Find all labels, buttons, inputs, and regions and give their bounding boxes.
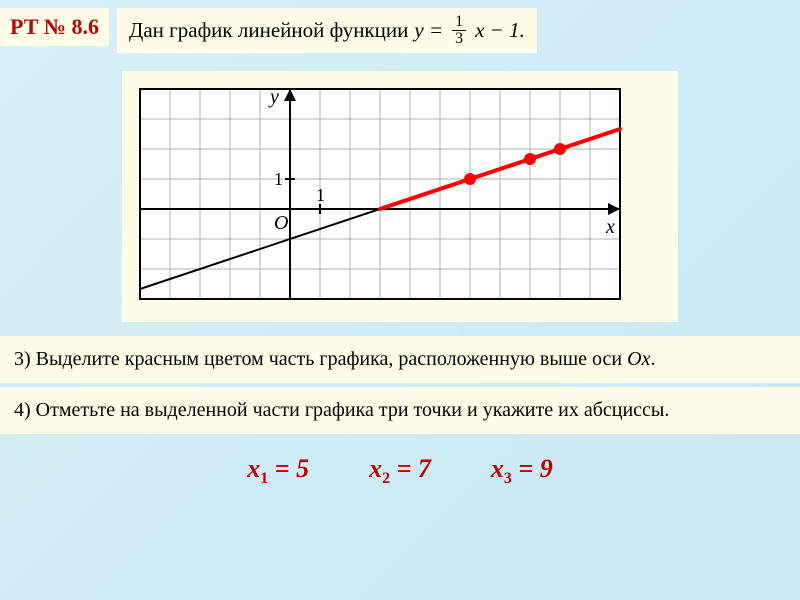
answer-1: x1 = 5: [247, 454, 309, 488]
task-3-axis: Ox: [627, 348, 650, 370]
fraction-numerator: 1: [452, 14, 466, 31]
svg-text:1: 1: [316, 185, 325, 205]
equation-rhs: x − 1.: [475, 18, 525, 43]
svg-text:O: O: [274, 212, 288, 234]
task-3-prefix: 3) Выделите красным цветом часть графика…: [14, 348, 627, 370]
equation-fraction: 1 3: [452, 14, 466, 47]
answer-3-sub: 3: [504, 470, 512, 487]
problem-reference: РТ № 8.6: [0, 8, 109, 46]
svg-text:x: x: [605, 216, 615, 238]
answer-3-val: 9: [540, 454, 553, 483]
fraction-denominator: 3: [452, 31, 466, 47]
answers-row: x1 = 5 x2 = 7 x3 = 9: [0, 454, 800, 488]
answer-2: x2 = 7: [369, 454, 431, 488]
answer-2-var: x: [369, 454, 382, 483]
linear-function-chart: O 1 1 y x: [130, 79, 630, 309]
task-4: 4) Отметьте на выделенной части графика …: [0, 387, 800, 434]
answer-1-var: x: [247, 454, 260, 483]
header: РТ № 8.6 Дан график линейной функции y =…: [0, 0, 800, 53]
svg-text:1: 1: [274, 169, 283, 189]
task-3-suffix: .: [650, 348, 655, 370]
answer-2-val: 7: [418, 454, 431, 483]
answer-1-val: 5: [296, 454, 309, 483]
answer-3-var: x: [491, 454, 504, 483]
svg-text:y: y: [268, 86, 279, 108]
answer-3: x3 = 9: [491, 454, 553, 488]
equation-lhs: y =: [414, 18, 443, 43]
problem-text-prefix: Дан график линейной функции: [129, 18, 408, 43]
answer-1-sub: 1: [260, 470, 268, 487]
chart-container: O 1 1 y x: [0, 71, 800, 322]
task-3: 3) Выделите красным цветом часть графика…: [0, 336, 800, 383]
chart-box: O 1 1 y x: [122, 71, 678, 322]
answer-2-sub: 2: [382, 470, 390, 487]
problem-statement: Дан график линейной функции y = 1 3 x − …: [117, 8, 537, 53]
